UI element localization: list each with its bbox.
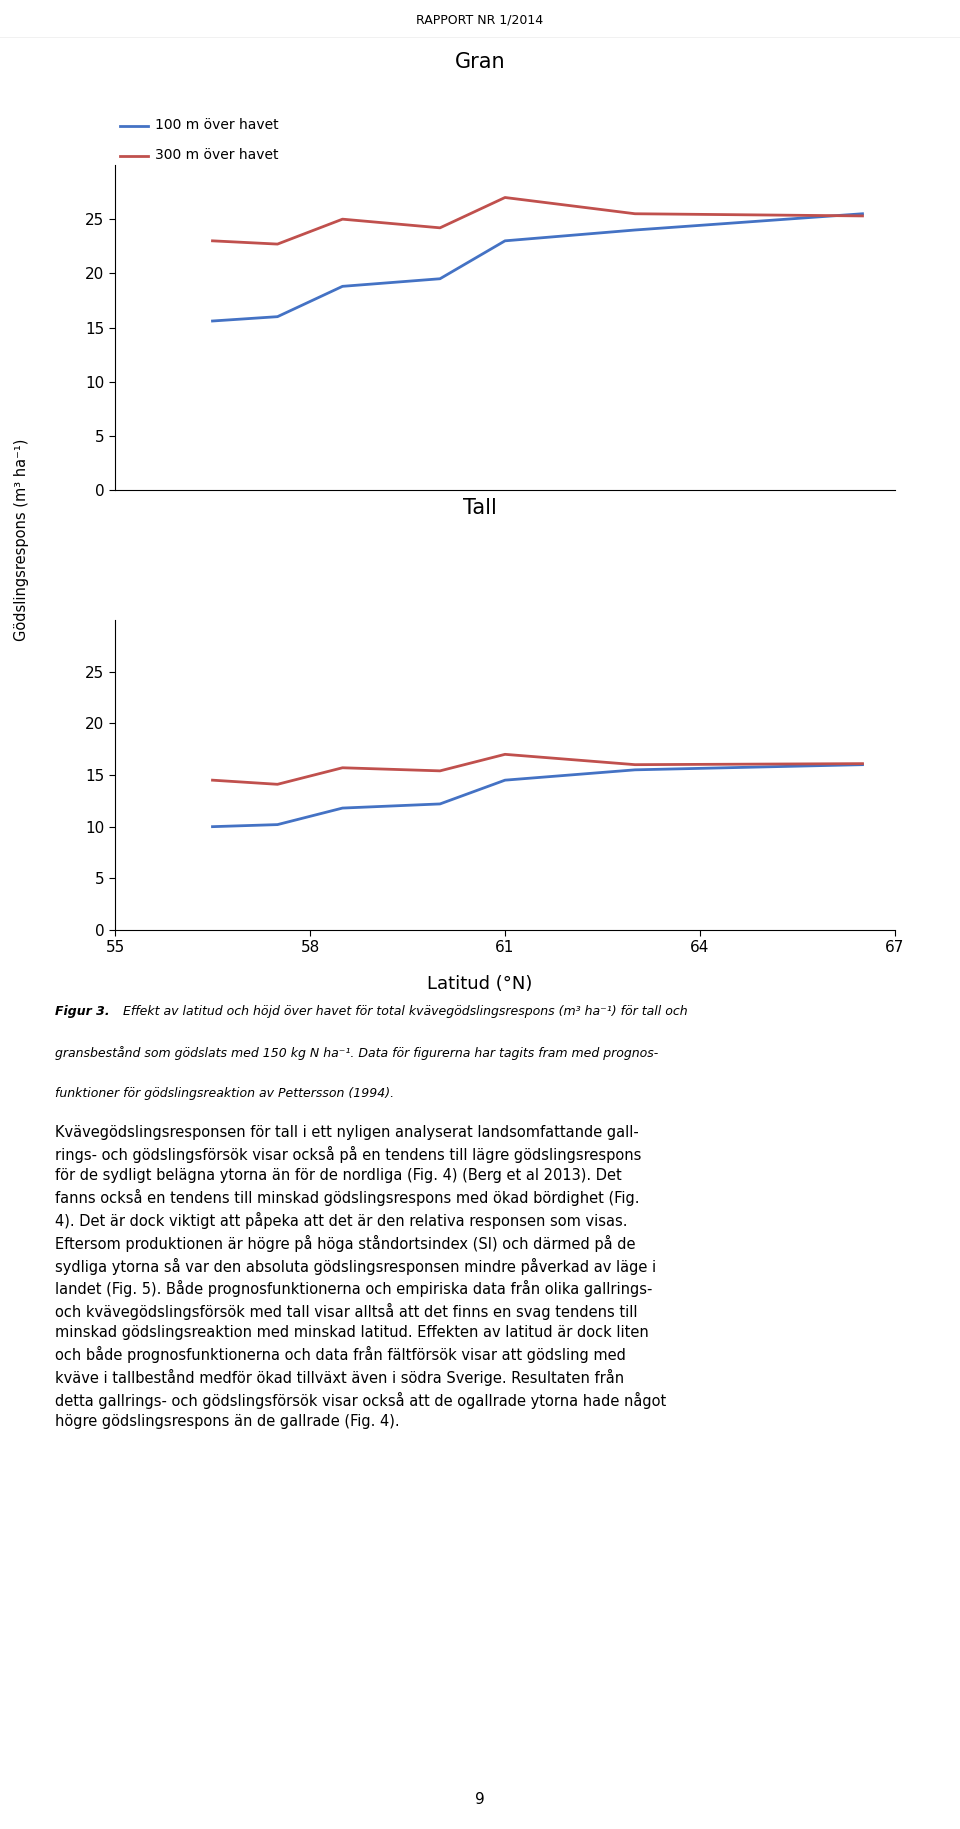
Text: funktioner för gödslingsreaktion av Pettersson (1994).: funktioner för gödslingsreaktion av Pett… xyxy=(55,1086,395,1099)
Text: Figur 3.: Figur 3. xyxy=(55,1004,109,1019)
Text: Gran: Gran xyxy=(455,51,505,71)
Text: Effekt av latitud och höjd över havet för total kvävegödslingsrespons (m³ ha⁻¹) : Effekt av latitud och höjd över havet fö… xyxy=(119,1004,687,1019)
Text: 300 m över havet: 300 m över havet xyxy=(155,148,278,163)
Text: Latitud (°N): Latitud (°N) xyxy=(427,975,533,993)
Text: Gödslingsrespons (m³ ha⁻¹): Gödslingsrespons (m³ ha⁻¹) xyxy=(14,439,30,642)
Text: gransbestånd som gödslats med 150 kg N ha⁻¹. Data för figurerna har tagits fram : gransbestånd som gödslats med 150 kg N h… xyxy=(55,1046,659,1061)
Text: 100 m över havet: 100 m över havet xyxy=(155,119,278,132)
Text: 9: 9 xyxy=(475,1792,485,1807)
Text: RAPPORT NR 1/2014: RAPPORT NR 1/2014 xyxy=(417,13,543,27)
Text: Kvävegödslingsresponsen för tall i ett nyligen analyserat landsomfattande gall-
: Kvävegödslingsresponsen för tall i ett n… xyxy=(55,1125,666,1428)
Text: Tall: Tall xyxy=(463,497,497,518)
